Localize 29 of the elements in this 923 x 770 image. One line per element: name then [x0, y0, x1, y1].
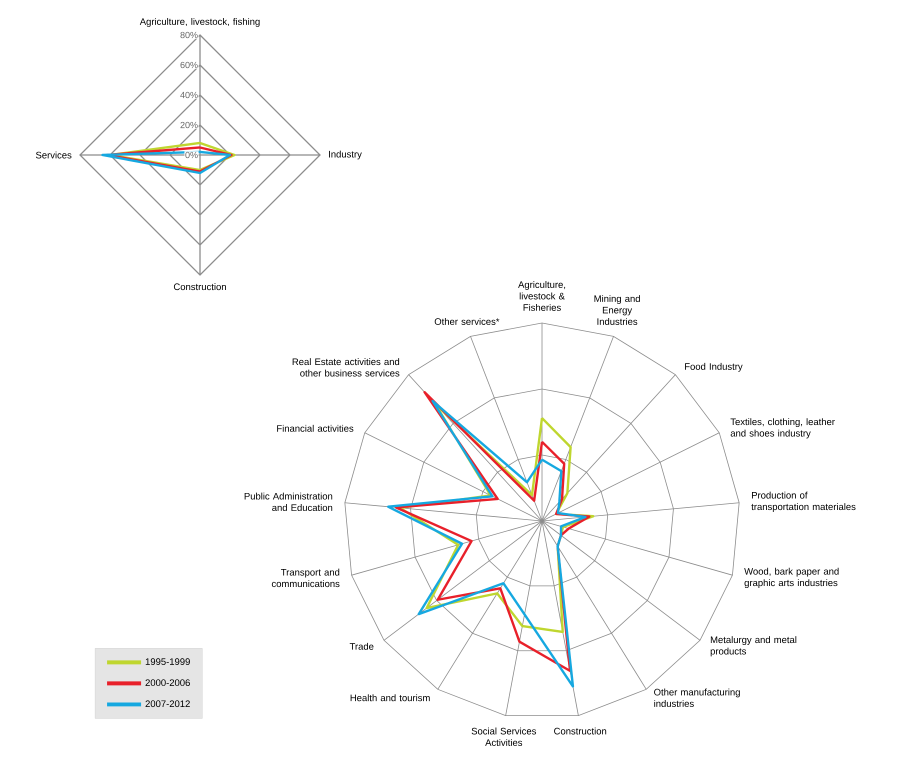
spoke-label: Health and tourism	[350, 694, 430, 702]
spoke-label: Metalurgy and metal products	[710, 636, 796, 656]
spoke-label: Industry	[329, 150, 362, 160]
spoke-label: Transport and communications	[272, 568, 340, 588]
spoke-label: Public Administration and Education	[244, 492, 332, 512]
spoke-label: Textiles, clothing, leather and shoes industry	[730, 418, 835, 438]
spoke-label: Production of transportation materiales	[751, 492, 856, 512]
spoke-label: Real Estate activities and other business services	[292, 358, 400, 377]
spoke-label: Trade	[350, 642, 374, 650]
y-tick-label: 40%	[180, 92, 198, 98]
spoke-label: Financial activities	[277, 424, 354, 432]
spoke-label: Services	[36, 152, 72, 158]
legend-label: 1995-1999	[146, 658, 190, 665]
spoke-label: Construction	[554, 728, 606, 734]
spoke-label: Agriculture, livestock & Fisheries	[518, 281, 566, 311]
spoke-label: Wood, bark paper and graphic arts industries	[744, 568, 839, 588]
y-tick-label: 0%	[185, 152, 198, 158]
spoke-label: Other services*	[434, 318, 500, 325]
legend-label: 2007-2012	[146, 700, 190, 708]
spoke-label: Agriculture, livestock, fishing	[140, 18, 260, 27]
y-tick-label: 60%	[180, 62, 198, 68]
spoke-label: Mining and Energy Industries	[594, 295, 640, 325]
spoke-label: Other manufacturing industries	[654, 688, 740, 707]
y-tick-label: 20%	[180, 122, 198, 128]
spoke-label: Social Services Activities	[472, 728, 536, 746]
spoke-label: Food Industry	[685, 362, 743, 372]
spoke-label: Construction	[174, 283, 226, 290]
y-tick-label: 80%	[180, 32, 198, 38]
legend-label: 2000-2006	[146, 679, 190, 686]
